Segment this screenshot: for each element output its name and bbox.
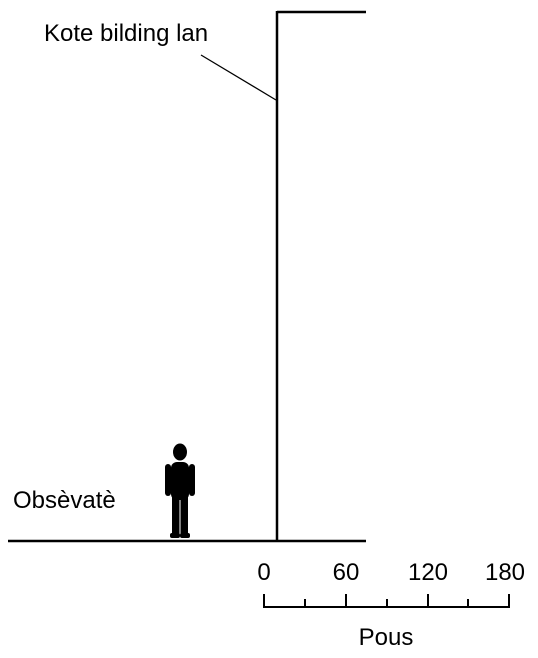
building-side-leader-line [200, 54, 277, 101]
scale-tick-label-60: 60 [333, 559, 360, 586]
building-side-label: Kote bilding lan [44, 20, 208, 47]
scale-tick-label-0: 0 [257, 559, 270, 586]
scale-unit-label: Pous [359, 624, 414, 651]
scale-bar [263, 594, 510, 608]
observer-label: Obsèvatè [13, 487, 116, 514]
scale-tick-label-180: 180 [485, 559, 525, 586]
person-silhouette-icon [165, 443, 195, 538]
scale-tick-label-120: 120 [408, 559, 448, 586]
building-outline [275, 10, 366, 542]
